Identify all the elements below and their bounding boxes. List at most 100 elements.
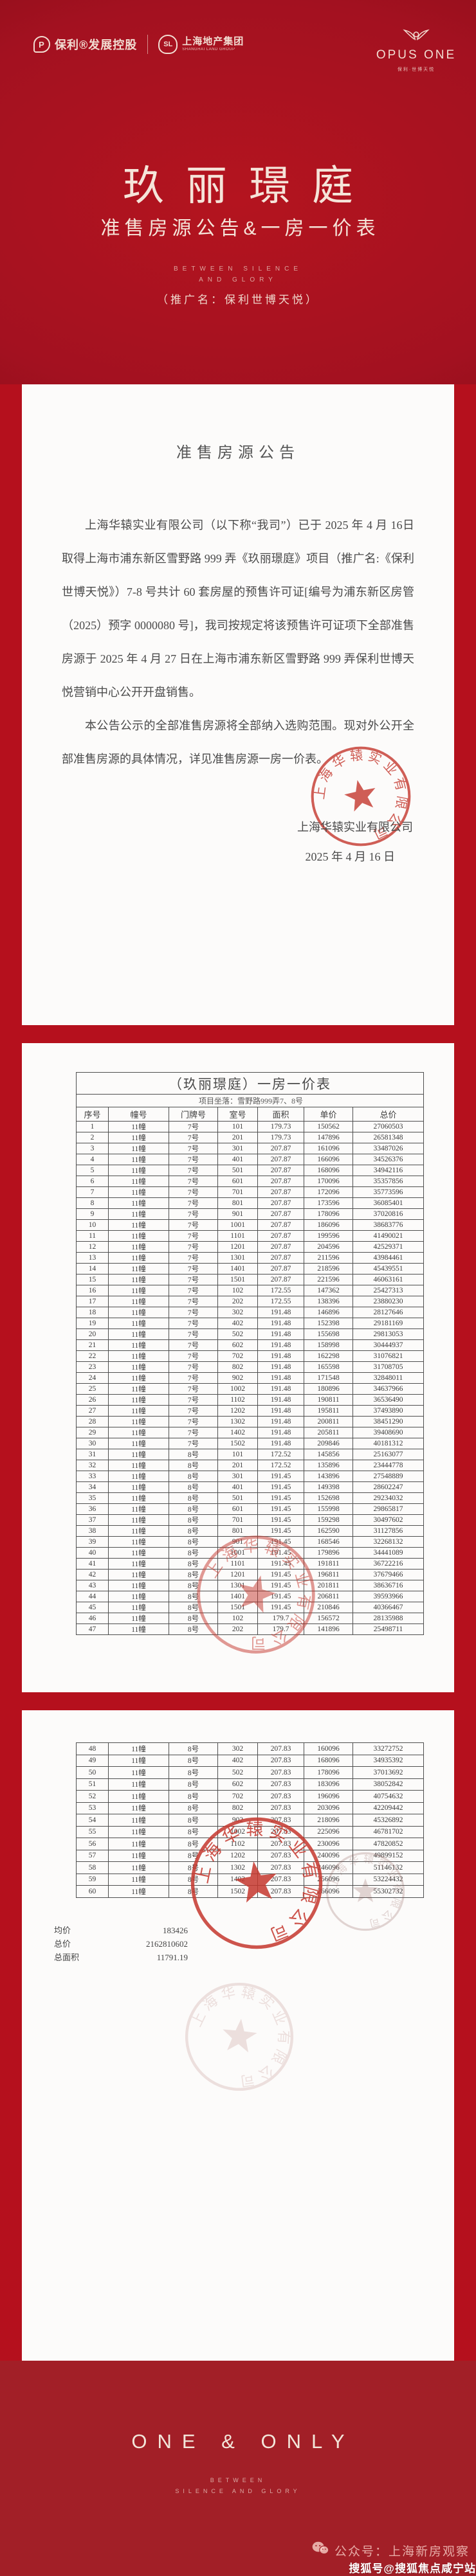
table-cell: 36 <box>76 1503 109 1515</box>
table-row: 40 11幢 8号 1001 191.45 179896 34441089 <box>76 1547 425 1559</box>
table-cell: 11幢 <box>108 1503 169 1515</box>
table-cell: 1001 <box>217 1547 258 1559</box>
table-cell: 11幢 <box>108 1186 169 1198</box>
table-cell: 11幢 <box>108 1558 169 1570</box>
table-cell: 200811 <box>304 1416 353 1427</box>
table-row: 9 11幢 7号 901 207.87 178096 37020816 <box>76 1208 425 1220</box>
table-cell: 41490021 <box>352 1230 425 1242</box>
table-cell: 1102 <box>217 1394 258 1406</box>
table-cell: 1501 <box>217 1602 258 1613</box>
table-cell: 207.83 <box>257 1766 304 1779</box>
table-row: 24 11幢 7号 902 191.48 171548 32848011 <box>76 1372 425 1384</box>
table-row: 18 11幢 7号 302 191.48 146896 28127646 <box>76 1307 425 1318</box>
table-cell: 147896 <box>304 1132 353 1143</box>
table-cell: 1201 <box>217 1241 258 1253</box>
table-cell: 207.87 <box>257 1165 304 1176</box>
table-cell: 45326892 <box>352 1814 424 1827</box>
table-cell: 39408690 <box>352 1427 425 1438</box>
table-row: 54 11幢 8号 902 207.83 218096 45326892 <box>76 1814 424 1827</box>
table-cell: 207.87 <box>257 1154 304 1165</box>
table-cell: 7号 <box>169 1296 218 1307</box>
table-cell: 8 <box>76 1197 109 1209</box>
sohu-watermark: 搜狐号@搜狐焦点咸宁站 <box>349 2563 476 2575</box>
table-cell: 31127856 <box>352 1525 425 1537</box>
table-cell: 7号 <box>169 1438 218 1449</box>
table-row: 13 11幢 7号 1301 207.87 211596 43984461 <box>76 1252 425 1264</box>
table-row: 19 11幢 7号 402 191.48 152398 29181169 <box>76 1318 425 1329</box>
table-cell: 43984461 <box>352 1252 425 1264</box>
shanghai-land-logo: SL 上海地产集团 SHANGHAI LAND GROUP <box>158 35 244 54</box>
table-cell: 7号 <box>169 1154 218 1165</box>
table-cell: 207.83 <box>257 1849 304 1862</box>
table-cell: 8号 <box>169 1849 218 1862</box>
table-cell: 178096 <box>304 1766 353 1779</box>
table-cell: 7号 <box>169 1416 218 1427</box>
table-cell: 191.48 <box>257 1416 304 1427</box>
table-row: 21 11幢 7号 602 191.48 158998 30444937 <box>76 1339 425 1351</box>
table-cell: 12 <box>76 1241 109 1253</box>
table-cell: 8号 <box>169 1503 218 1515</box>
table-cell: 162590 <box>304 1525 353 1537</box>
table-cell: 49 <box>76 1754 109 1767</box>
poster-subtitle: 准售房源公告&一房一价表 <box>100 218 380 239</box>
table-cell: 1401 <box>217 1591 258 1602</box>
table-cell: 240096 <box>304 1849 353 1862</box>
table-cell: 702 <box>217 1350 258 1362</box>
announcement-document: 准售房源公告 上海华辕实业有限公司（以下称“我司”）已于 2025 年 4 月 … <box>22 384 454 1025</box>
table-cell: 7 <box>76 1186 109 1198</box>
table-cell: 191.45 <box>257 1580 304 1591</box>
table-cell: 24 <box>76 1372 109 1384</box>
table-cell: 21 <box>76 1339 109 1351</box>
table-cell: 51146132 <box>352 1861 424 1874</box>
table-cell: 16 <box>76 1285 109 1296</box>
table-cell: 1402 <box>217 1873 258 1886</box>
table-row: 60 11幢 8号 1502 207.83 266096 55302732 <box>76 1885 424 1898</box>
summary-label: 均价 <box>54 1926 71 1935</box>
table-cell: 7号 <box>169 1219 218 1231</box>
table-cell: 11幢 <box>108 1492 169 1504</box>
table-cell: 7号 <box>169 1394 218 1406</box>
table-cell: 402 <box>217 1754 258 1767</box>
table-cell: 11幢 <box>108 1372 169 1384</box>
table-cell: 11幢 <box>108 1438 169 1449</box>
table-cell: 402 <box>217 1318 258 1329</box>
table-cell: 11幢 <box>108 1602 169 1613</box>
table-cell: 11幢 <box>108 1525 169 1537</box>
table-cell: 201 <box>217 1460 258 1471</box>
poly-logo-icon: P <box>33 36 50 53</box>
table-cell: 165598 <box>304 1361 353 1373</box>
table-cell: 34526376 <box>352 1154 425 1165</box>
table-cell: 36085401 <box>352 1197 425 1209</box>
summary-row: 总面积 11791.19 <box>54 1951 188 1964</box>
table-cell: 46781702 <box>352 1825 424 1838</box>
table-cell: 7号 <box>169 1427 218 1438</box>
footer-section: ONE & ONLY BETWEEN SILENCE AND GLORY 公众号… <box>0 2361 476 2576</box>
table-cell: 11幢 <box>108 1143 169 1154</box>
table-cell: 8号 <box>169 1569 218 1580</box>
promo-name: （推广名：保利世博天悦） <box>157 294 319 306</box>
table-cell: 160096 <box>304 1742 353 1755</box>
table-cell: 207.83 <box>257 1873 304 1886</box>
table-cell: 4 <box>76 1154 109 1165</box>
tagline-line1: BETWEEN SILENCE <box>173 265 303 273</box>
table-cell: 11幢 <box>108 1802 169 1814</box>
table-cell: 901 <box>217 1208 258 1220</box>
table-cell: 36536490 <box>352 1394 425 1406</box>
table-cell: 601 <box>217 1176 258 1187</box>
table-cell: 207.87 <box>257 1186 304 1198</box>
table-cell: 8号 <box>169 1602 218 1613</box>
table-cell: 202 <box>217 1623 258 1635</box>
table-cell: 35357856 <box>352 1176 425 1187</box>
table-cell: 15 <box>76 1274 109 1285</box>
table-row: 6 11幢 7号 601 207.87 170096 35357856 <box>76 1176 425 1187</box>
footer-tagline: BETWEEN SILENCE AND GLORY <box>0 2475 476 2497</box>
table-row: 55 11幢 8号 1002 207.83 225096 46781702 <box>76 1825 424 1838</box>
table-cell: 35 <box>76 1492 109 1504</box>
table-cell: 47 <box>76 1623 109 1635</box>
table-cell: 11幢 <box>108 1154 169 1165</box>
table-cell: 38683776 <box>352 1219 425 1231</box>
table-cell: 37020816 <box>352 1208 425 1220</box>
poly-logo: P 保利®发展控股 <box>33 36 137 53</box>
table-cell: 8号 <box>169 1778 218 1791</box>
